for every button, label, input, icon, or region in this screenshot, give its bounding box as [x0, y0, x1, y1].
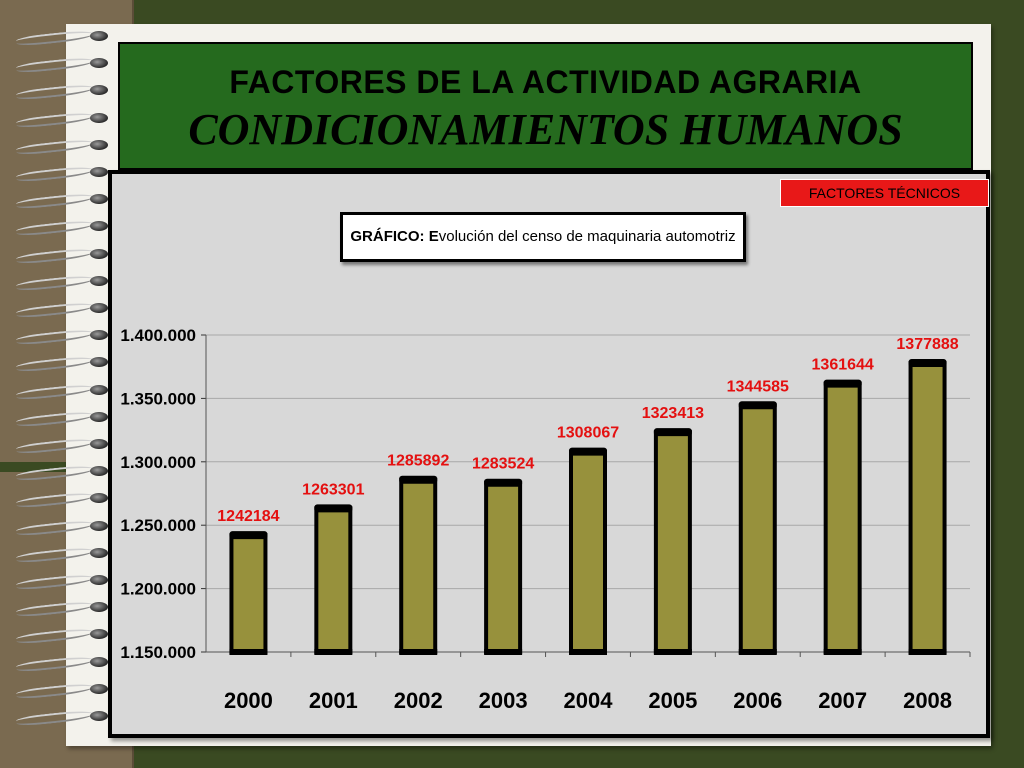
spiral-ring: [10, 464, 108, 483]
spiral-binding: [10, 28, 110, 740]
spiral-ring: [10, 28, 108, 48]
y-tick-label: 1.400.000: [120, 326, 196, 345]
spiral-ring: [10, 708, 108, 728]
bar-base: [484, 649, 523, 655]
data-label: 1263301: [302, 481, 364, 498]
bar-base: [738, 649, 777, 655]
y-tick-label: 1.200.000: [120, 580, 196, 599]
bar-cap: [908, 359, 947, 368]
spiral-ring: [10, 164, 108, 184]
bar: [314, 506, 353, 654]
data-label: 1344585: [727, 378, 789, 395]
header-title: FACTORES DE LA ACTIVIDAD AGRARIA: [229, 64, 862, 100]
x-category-label: 2007: [818, 688, 867, 713]
header-subtitle: CONDICIONAMIENTOS HUMANOS: [188, 105, 903, 154]
factores-tecnicos-button[interactable]: FACTORES TÉCNICOS: [780, 179, 989, 207]
bar-base: [823, 649, 862, 655]
bar: [653, 430, 692, 654]
bar-cap: [484, 478, 523, 487]
x-category-label: 2002: [394, 688, 443, 713]
spiral-ring: [10, 355, 108, 374]
y-tick-label: 1.300.000: [120, 453, 196, 472]
data-label: 1323413: [642, 405, 704, 422]
x-category-label: 2006: [733, 688, 782, 713]
spiral-ring: [10, 110, 108, 129]
bar-base: [908, 649, 947, 655]
bar: [823, 381, 862, 654]
chart-title-initial: E: [428, 228, 439, 245]
spiral-ring: [10, 137, 108, 156]
spiral-ring: [10, 681, 108, 700]
spiral-ring: [10, 300, 108, 320]
bar-cap: [399, 475, 438, 484]
spiral-ring: [10, 328, 108, 347]
data-label: 1242184: [217, 508, 279, 525]
spiral-ring: [10, 409, 108, 428]
x-category-label: 2004: [564, 688, 614, 713]
bar-cap: [738, 401, 777, 410]
bar-base: [229, 649, 268, 655]
spiral-ring: [10, 83, 108, 102]
bar: [229, 533, 268, 655]
spiral-ring: [10, 192, 108, 211]
bar-cap: [229, 531, 268, 540]
bar-base: [399, 649, 438, 655]
bar: [908, 361, 947, 654]
spiral-ring: [10, 436, 108, 456]
spiral-ring: [10, 627, 108, 646]
bar-base: [653, 649, 692, 655]
data-label: 1285892: [387, 453, 449, 470]
y-tick-label: 1.150.000: [120, 643, 196, 662]
x-category-label: 2001: [309, 688, 358, 713]
spiral-ring: [10, 246, 108, 265]
data-label: 1361644: [812, 357, 874, 374]
spiral-ring: [10, 56, 108, 75]
spiral-ring: [10, 545, 108, 564]
y-tick-label: 1.250.000: [120, 516, 196, 535]
spiral-ring: [10, 572, 108, 592]
bar-cap: [314, 504, 353, 513]
chart-title-prefix: GRÁFICO:: [350, 228, 425, 245]
slide-header: FACTORES DE LA ACTIVIDAD AGRARIA CONDICI…: [118, 42, 973, 170]
data-label: 1377888: [896, 336, 958, 353]
bar-base: [314, 649, 353, 655]
spiral-ring: [10, 654, 108, 673]
spiral-ring: [10, 600, 108, 619]
data-label: 1308067: [557, 425, 619, 442]
bar-cap: [569, 447, 607, 456]
x-category-label: 2003: [479, 688, 528, 713]
y-tick-label: 1.350.000: [120, 389, 196, 408]
spiral-ring: [10, 219, 108, 238]
spiral-ring: [10, 273, 108, 292]
x-category-label: 2000: [224, 688, 273, 713]
x-category-label: 2005: [648, 688, 697, 713]
bar-cap: [823, 379, 862, 388]
bar-cap: [653, 428, 692, 437]
bar-base: [569, 649, 607, 655]
spiral-ring: [10, 491, 108, 510]
chart-title: GRÁFICO: Evolución del censo de maquinar…: [340, 212, 746, 262]
data-label: 1283524: [472, 456, 534, 473]
bar: [399, 477, 438, 654]
spiral-ring: [10, 518, 108, 537]
bar: [484, 480, 523, 654]
spiral-ring: [10, 382, 108, 401]
bar: [569, 449, 607, 654]
bar: [738, 403, 777, 654]
x-category-label: 2008: [903, 688, 952, 713]
chart-title-rest: volución del censo de maquinaria automot…: [438, 228, 736, 245]
